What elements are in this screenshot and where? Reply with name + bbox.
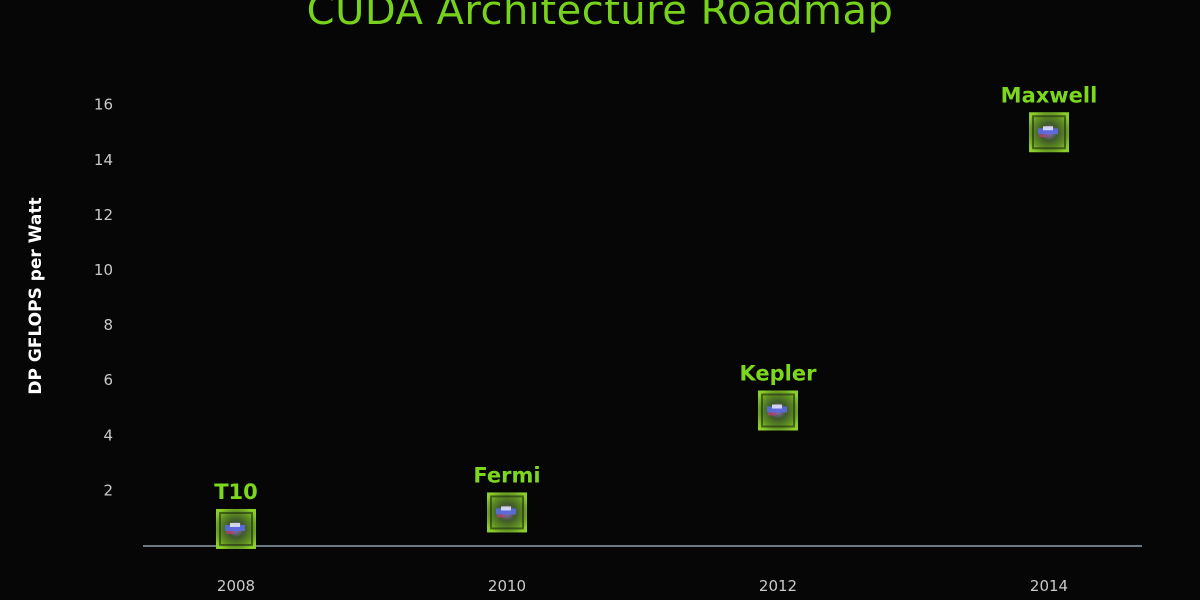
chart-title: CUDA Architecture Roadmap	[306, 0, 894, 34]
y-tick-label: 2	[103, 481, 113, 499]
x-tick-label: 2008	[217, 577, 255, 595]
data-point: Fermi	[473, 463, 541, 533]
y-tick-label: 14	[94, 151, 113, 169]
y-tick-label: 16	[94, 96, 113, 114]
data-point: Maxwell	[1001, 83, 1098, 153]
data-point: Kepler	[740, 362, 818, 431]
y-tick-label: 8	[103, 316, 113, 334]
gpu-chip-icon	[487, 492, 527, 533]
y-tick-label: 6	[103, 371, 113, 389]
x-tick-label: 2014	[1030, 577, 1068, 595]
y-ticks: 2 4 6 8 10 12 14 16	[94, 96, 113, 500]
point-label: T10	[214, 480, 258, 504]
y-tick-label: 4	[103, 426, 113, 444]
x-ticks: 2008 2010 2012 2014	[217, 577, 1068, 595]
x-tick-label: 2012	[759, 577, 797, 595]
gpu-chip-icon	[758, 390, 798, 431]
y-tick-label: 12	[94, 206, 113, 224]
y-tick-label: 10	[94, 261, 113, 279]
gpu-chip-icon	[216, 508, 256, 549]
point-label: Fermi	[473, 463, 540, 487]
x-tick-label: 2010	[488, 577, 526, 595]
point-label: Kepler	[740, 362, 818, 386]
point-label: Maxwell	[1001, 83, 1098, 107]
data-point: T10	[214, 480, 258, 549]
gpu-chip-icon	[1029, 112, 1069, 153]
data-points: T10 Fermi Kepler Maxwell	[214, 83, 1097, 549]
